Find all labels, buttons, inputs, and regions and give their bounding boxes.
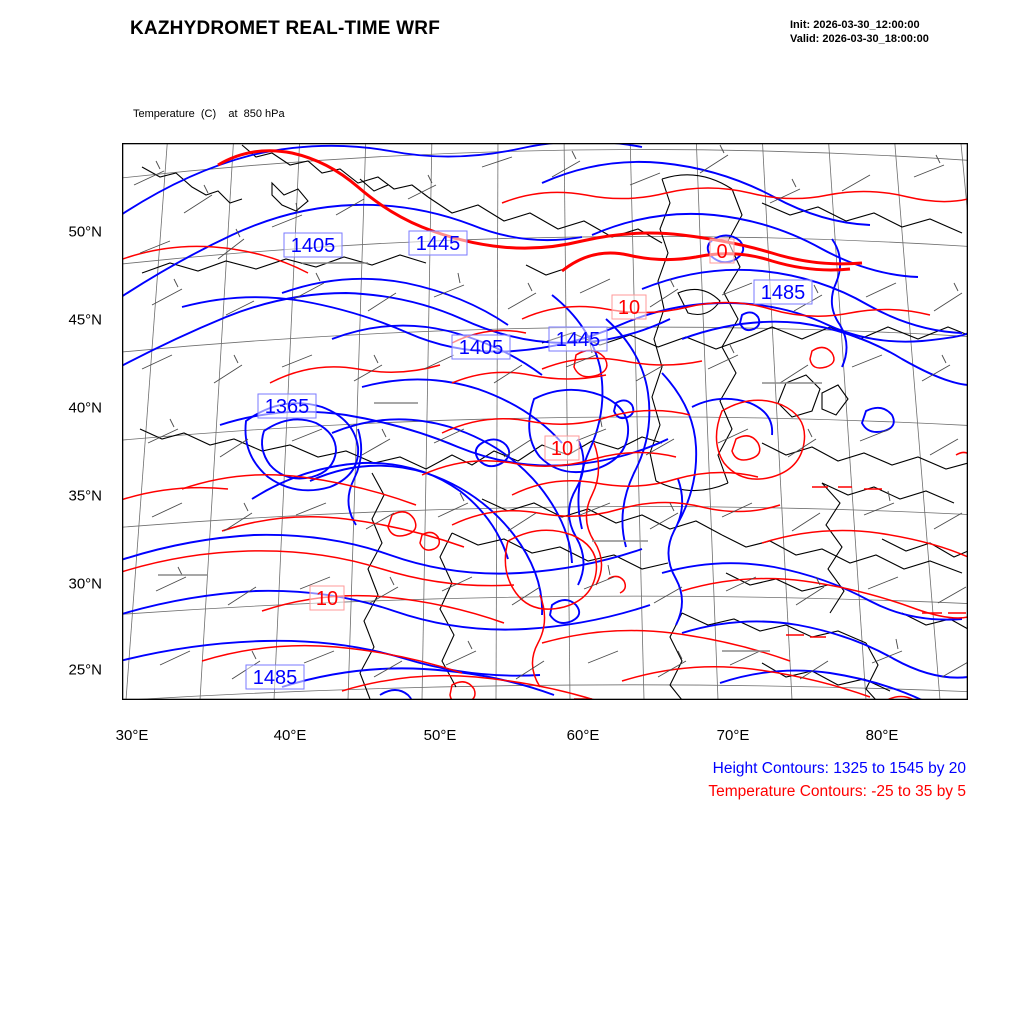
lat-tick-label-25n: 25°N (68, 661, 102, 679)
svg-text:0: 0 (716, 241, 727, 263)
legend-height-contours: Height Contours: 1325 to 1545 by 20 (712, 760, 966, 777)
variable-line-temperature: Temperature (C) at 850 hPa (133, 108, 285, 120)
height-label: 1405 (451, 334, 511, 360)
svg-text:1405: 1405 (291, 235, 336, 257)
svg-text:1485: 1485 (761, 282, 806, 304)
svg-text:10: 10 (316, 588, 338, 610)
lon-tick-label-50e: 50°E (423, 727, 457, 744)
height-label: 1365 (257, 393, 317, 419)
svg-text:10: 10 (551, 438, 573, 460)
svg-text:1365: 1365 (265, 396, 310, 418)
height-label: 1485 (753, 279, 813, 305)
height-label: 1485 (245, 664, 305, 690)
page-title: KAZHYDROMET REAL-TIME WRF (130, 18, 441, 39)
graticule (122, 143, 968, 700)
height-label: 1445 (548, 326, 608, 352)
run-timestamps: Init: 2026-03-30_12:00:00 Valid: 2026-03… (790, 18, 929, 46)
lat-tick-label-35n: 35°N (68, 487, 102, 505)
lat-tick-label-45n: 45°N (68, 311, 102, 329)
legend-temperature-contours: Temperature Contours: -25 to 35 by 5 (708, 783, 966, 800)
contour-legend: Height Contours: 1325 to 1545 by 20 Temp… (708, 757, 966, 803)
lon-tick-label-60e: 60°E (566, 727, 600, 744)
svg-text:1485: 1485 (253, 667, 298, 689)
weather-map-plot: 1405 1445 1405 1445 1365 1485 (122, 143, 968, 700)
svg-text:10: 10 (618, 297, 640, 319)
temperature-label: 10 (309, 585, 345, 611)
init-time: Init: 2026-03-30_12:00:00 (790, 19, 920, 31)
wind-barbs (133, 144, 968, 680)
svg-text:1445: 1445 (416, 233, 461, 255)
valid-time: Valid: 2026-03-30_18:00:00 (790, 33, 929, 45)
lon-tick-label-70e: 70°E (716, 727, 750, 744)
lat-tick-label-50n: 50°N (68, 223, 102, 241)
height-label: 1405 (283, 232, 343, 258)
temperature-contours (122, 149, 968, 700)
svg-text:1445: 1445 (556, 329, 601, 351)
temperature-label: 10 (544, 435, 580, 461)
temperature-label: 0 (709, 238, 735, 264)
lon-tick-label-80e: 80°E (865, 727, 899, 744)
svg-text:1405: 1405 (459, 337, 504, 359)
lon-tick-label-30e: 30°E (115, 727, 149, 744)
temperature-label: 10 (611, 294, 647, 320)
lat-tick-label-30n: 30°N (68, 575, 102, 593)
lon-tick-label-40e: 40°E (273, 727, 307, 744)
lat-tick-label-40n: 40°N (68, 399, 102, 417)
contour-labels: 1405 1445 1405 1445 1365 1485 (245, 230, 813, 690)
plot-frame (122, 143, 968, 700)
height-label: 1445 (408, 230, 468, 256)
